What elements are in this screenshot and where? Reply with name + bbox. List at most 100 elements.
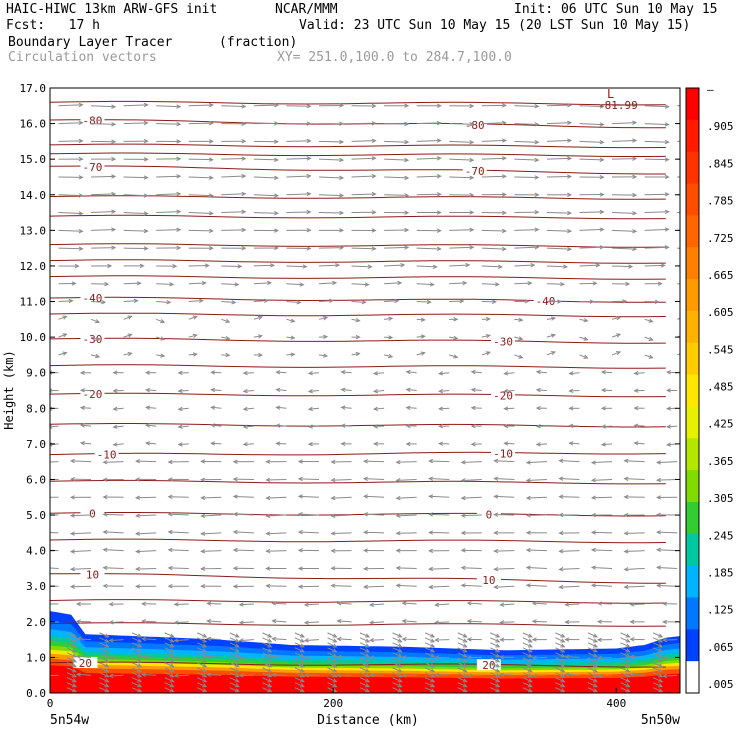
vector-arrow <box>286 175 311 178</box>
vector-arrowhead <box>336 654 342 660</box>
vector-arrowhead <box>568 423 574 429</box>
vector-arrowhead <box>616 351 622 356</box>
vector-arrowhead <box>632 174 638 180</box>
vector-arrow <box>546 351 556 356</box>
vector-arrow <box>536 389 547 391</box>
vector-arrowhead <box>169 663 175 668</box>
vector-arrowhead <box>303 602 309 607</box>
vector-arrow <box>239 621 254 624</box>
vector-arrow <box>457 637 467 643</box>
vector-arrow <box>402 638 417 641</box>
vector-arrow <box>229 662 240 668</box>
vector-arrowhead <box>78 102 84 108</box>
vector-arrow <box>471 407 482 409</box>
colorbar-label: .125 <box>707 604 734 617</box>
vector-arrowhead <box>202 673 208 678</box>
y-tick-label: 15.0 <box>20 153 47 166</box>
vector-arrowhead <box>466 655 472 660</box>
vector-arrow <box>624 460 645 463</box>
vector-arrow <box>555 672 565 678</box>
vector-arrowhead <box>299 688 305 693</box>
vector-arrow <box>294 647 305 653</box>
min-value-label: -81.99 <box>598 99 638 112</box>
vector-arrowhead <box>599 175 605 180</box>
vector-arrowhead <box>560 663 566 668</box>
vector-arrowhead <box>397 643 403 648</box>
vector-arrow <box>555 687 565 693</box>
vector-arrow <box>490 672 500 678</box>
vector-arrow <box>663 674 678 677</box>
vector-arrow <box>644 336 653 341</box>
vector-arrowhead <box>557 299 563 304</box>
temperature-contour <box>50 312 666 318</box>
vector-arrow <box>188 316 197 320</box>
vector-arrow <box>579 354 588 359</box>
vector-arrowhead <box>365 638 371 643</box>
vector-arrow <box>555 682 565 688</box>
vector-arrowhead <box>71 683 78 688</box>
vector-arrowhead <box>332 633 338 638</box>
vector-arrowhead <box>143 228 149 234</box>
vector-arrow <box>481 122 506 125</box>
vector-arrowhead <box>200 531 206 536</box>
vector-arrowhead <box>339 103 345 108</box>
vector-arrowhead <box>141 654 147 659</box>
vector-arrow <box>592 461 613 464</box>
vector-arrowhead <box>234 653 240 658</box>
vector-arrowhead <box>173 602 179 607</box>
vector-arrow <box>243 425 254 428</box>
vector-arrowhead <box>563 264 569 269</box>
vector-arrow <box>396 584 417 587</box>
vector-arrow <box>142 673 157 676</box>
vector-arrow <box>532 602 547 605</box>
vector-arrow <box>272 602 287 605</box>
vector-arrow <box>156 283 174 285</box>
vector-arrow <box>565 673 580 676</box>
vector-arrow <box>188 158 213 161</box>
vector-arrow <box>449 336 458 339</box>
vector-arrowhead <box>297 548 303 553</box>
vector-arrow <box>657 584 678 587</box>
vector-arrowhead <box>462 643 468 648</box>
vector-arrow <box>156 229 181 231</box>
vector-arrow <box>272 638 287 641</box>
vector-arrow <box>188 104 213 107</box>
vector-arrowhead <box>462 678 468 683</box>
vector-arrow <box>424 657 435 663</box>
colorbar-swatch <box>686 470 699 503</box>
vector-arrow <box>384 300 399 303</box>
vector-arrow <box>522 682 533 688</box>
vector-arrowhead <box>332 688 338 693</box>
temperature-contour <box>50 243 666 248</box>
vector-arrow <box>652 667 663 673</box>
vector-arrowhead <box>210 423 216 428</box>
vector-arrowhead <box>485 316 491 322</box>
vector-arrowhead <box>662 601 668 606</box>
vector-caption: Circulation vectors <box>8 50 157 65</box>
vector-arrowhead <box>430 683 436 688</box>
vector-arrow <box>449 246 474 249</box>
vector-arrowhead <box>112 424 118 429</box>
vector-arrow <box>652 632 663 638</box>
vector-arrow <box>620 677 630 683</box>
vector-arrowhead <box>592 643 599 648</box>
vector-arrow <box>239 656 254 659</box>
vector-arrow <box>461 514 482 517</box>
vector-arrowhead <box>493 458 499 464</box>
vector-arrowhead <box>271 654 277 660</box>
vector-arrow <box>620 652 630 658</box>
vector-arrowhead <box>625 673 631 678</box>
vector-arrow <box>253 264 274 267</box>
vector-arrowhead <box>592 653 599 658</box>
vector-arrowhead <box>493 584 499 590</box>
vector-arrow <box>587 652 598 658</box>
vector-arrowhead <box>238 602 244 607</box>
vector-arrow <box>624 550 645 553</box>
colorbar-swatch <box>686 151 699 185</box>
vector-arrowhead <box>501 192 507 197</box>
vector-arrowhead <box>78 138 84 144</box>
vector-arrowhead <box>143 157 149 162</box>
vector-arrow <box>522 637 533 643</box>
vector-arrowhead <box>135 495 141 500</box>
vector-arrowhead <box>257 334 263 339</box>
